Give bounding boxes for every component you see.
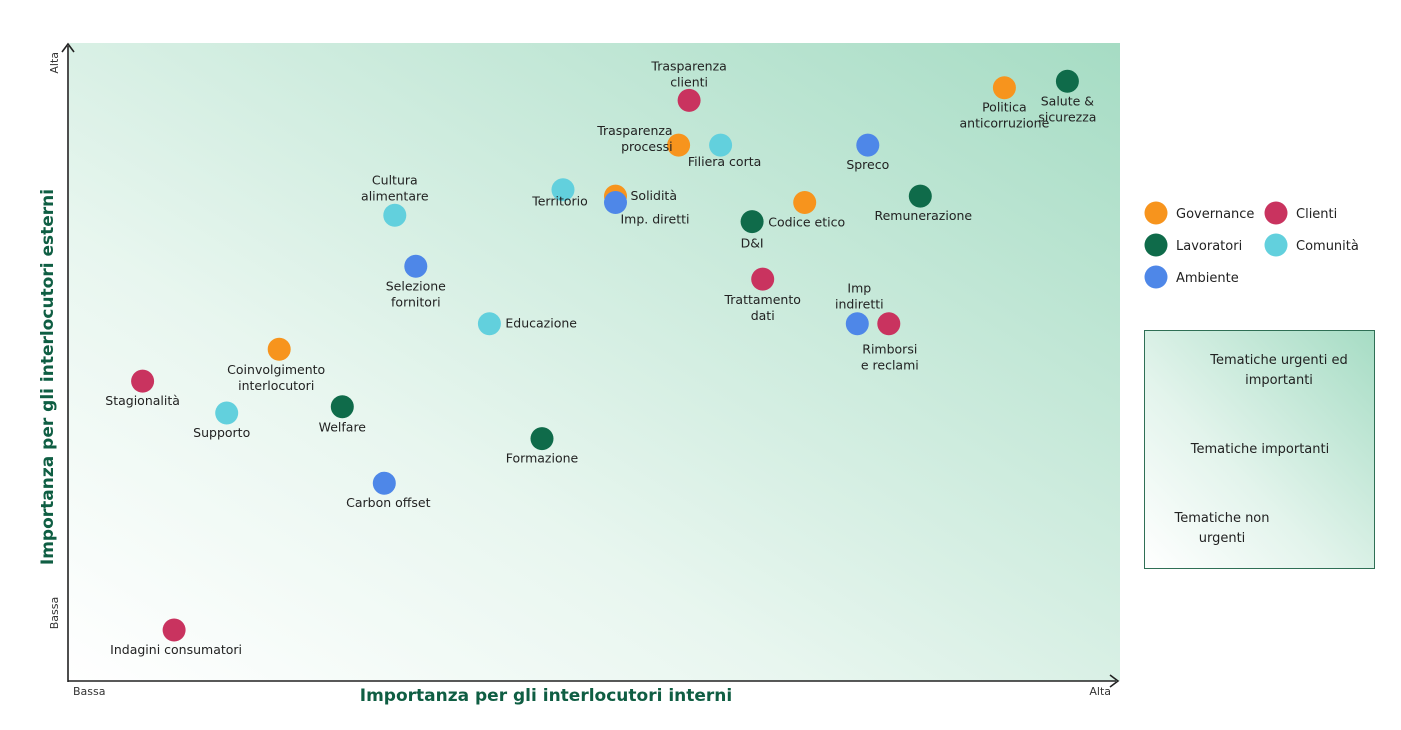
point-label-filiera-corta: Filiera corta xyxy=(688,154,761,169)
point-label-trattamento-dati: Trattamento dati xyxy=(723,292,800,323)
point-label-imp-diretti: Imp. diretti xyxy=(621,212,690,227)
point-trattamento-dati xyxy=(751,267,775,291)
legend-label-comunita: Comunità xyxy=(1296,239,1359,254)
x-tick-low: Bassa xyxy=(73,685,106,698)
point-label-d-i: D&I xyxy=(741,236,764,251)
gradient-legend-box xyxy=(1144,330,1375,569)
point-selezione-fornitori xyxy=(404,254,428,278)
x-axis-arrow xyxy=(1109,674,1120,688)
legend-marker-ambiente xyxy=(1144,265,1168,289)
y-axis-title: Importanza per gli interlocutori esterni xyxy=(38,189,58,565)
legend-label-ambiente: Ambiente xyxy=(1176,271,1239,286)
point-carbon-offset xyxy=(372,471,396,495)
point-label-supporto: Supporto xyxy=(193,425,250,440)
y-axis-arrow xyxy=(61,42,75,53)
point-formazione xyxy=(530,427,554,451)
point-spreco xyxy=(856,133,880,157)
legend-marker-governance xyxy=(1144,201,1168,225)
point-trasparenza-clienti xyxy=(677,88,701,112)
legend-marker-comunita xyxy=(1264,233,1288,257)
x-tick-high: Alta xyxy=(1089,685,1111,698)
point-trasparenza-processi xyxy=(667,133,691,157)
legend: Governance Clienti Lavoratori Comunità Ambie… xyxy=(1144,201,1359,289)
point-supporto xyxy=(215,401,239,425)
point-label-welfare: Welfare xyxy=(319,420,367,435)
point-label-rimborsi-e-reclami: Rimborsi e reclami xyxy=(861,342,919,373)
gradient-legend-not-urgent: Tematiche non urgenti xyxy=(1173,511,1269,546)
gradient-legend-urgent: Tematiche urgenti ed importanti xyxy=(1209,353,1348,388)
point-label-codice-etico: Codice etico xyxy=(768,215,845,230)
point-d-i xyxy=(740,210,764,234)
point-label-cultura-alimentare: Cultura alimentare xyxy=(361,172,429,203)
point-imp-indiretti xyxy=(845,312,869,336)
point-cultura-alimentare xyxy=(383,203,407,227)
point-label-imp-indiretti: Imp indiretti xyxy=(835,281,884,312)
point-imp-diretti xyxy=(604,191,627,214)
point-label-trasparenza-clienti: Trasparenza clienti xyxy=(650,58,726,89)
legend-label-lavoratori: Lavoratori xyxy=(1176,239,1242,254)
x-axis-title: Importanza per gli interlocutori interni xyxy=(360,686,733,706)
plot-background xyxy=(69,43,1120,681)
point-welfare xyxy=(330,395,354,419)
points-layer: Trasparenza clienti Politica anticorruzione… xyxy=(105,58,1096,657)
y-tick-low: Bassa xyxy=(48,597,61,630)
legend-label-clienti: Clienti xyxy=(1296,207,1337,222)
legend-marker-clienti xyxy=(1264,201,1288,225)
point-label-solidita: Solidità xyxy=(631,188,678,203)
point-filiera-corta xyxy=(709,133,733,157)
point-territorio xyxy=(551,178,575,202)
point-label-indagini-consumatori: Indagini consumatori xyxy=(110,642,242,657)
point-label-trasparenza-processi: Trasparenza processi xyxy=(596,123,672,154)
point-label-carbon-offset: Carbon offset xyxy=(346,495,430,510)
point-stagionalita xyxy=(131,369,155,393)
point-salute-sicurezza xyxy=(1055,69,1079,93)
legend-marker-lavoratori xyxy=(1144,233,1168,257)
point-label-remunerazione: Remunerazione xyxy=(874,208,972,223)
point-label-selezione-fornitori: Selezione fornitori xyxy=(386,278,446,309)
point-label-spreco: Spreco xyxy=(846,157,889,172)
point-politica-anticorruzione xyxy=(992,76,1016,100)
point-label-salute-sicurezza: Salute & sicurezza xyxy=(1038,93,1096,124)
point-label-politica-anticorruzione: Politica anticorruzione xyxy=(960,100,1050,131)
point-remunerazione xyxy=(908,184,932,208)
point-indagini-consumatori xyxy=(162,618,186,642)
point-rimborsi-e-reclami xyxy=(877,312,901,336)
point-coinvolgimento-interlocutori xyxy=(267,337,291,361)
point-label-territorio: Territorio xyxy=(531,194,588,209)
point-codice-etico xyxy=(793,191,817,214)
point-label-formazione: Formazione xyxy=(506,451,579,466)
point-educazione xyxy=(477,312,501,336)
gradient-legend-important: Tematiche importanti xyxy=(1190,442,1329,457)
point-label-stagionalita: Stagionalità xyxy=(105,393,180,408)
y-tick-high: Alta xyxy=(48,52,61,74)
legend-label-governance: Governance xyxy=(1176,207,1254,222)
point-label-educazione: Educazione xyxy=(505,316,577,331)
point-label-coinvolgimento-interlocutori: Coinvolgimento interlocutori xyxy=(227,362,325,393)
